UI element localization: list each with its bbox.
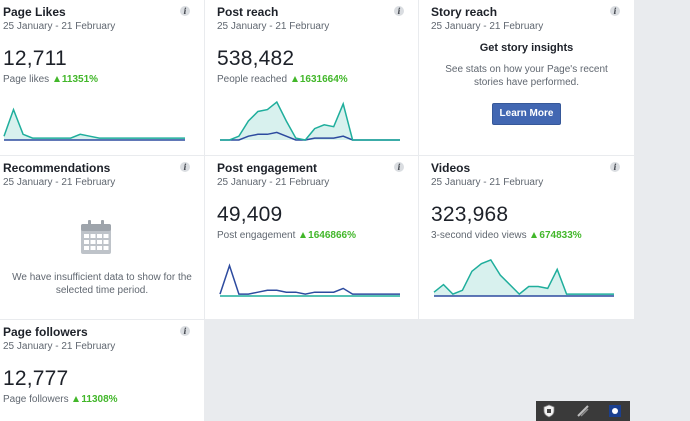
info-icon[interactable]: i xyxy=(610,162,620,172)
sparkline-chart xyxy=(3,107,185,141)
recommendations-card: Recommendations 25 January - 21 February… xyxy=(0,156,204,319)
network-icon[interactable] xyxy=(576,404,590,418)
info-icon[interactable]: i xyxy=(180,162,190,172)
sparkline-chart xyxy=(219,263,400,297)
system-tray xyxy=(536,401,630,421)
card-title: Post engagement xyxy=(217,161,318,175)
calendar-icon xyxy=(81,220,111,254)
metric-delta: 11351% xyxy=(61,74,99,85)
metric-label: Page followers xyxy=(3,394,69,405)
info-icon[interactable]: i xyxy=(610,6,620,16)
sparkline-area xyxy=(434,259,614,296)
metric-delta: 11308% xyxy=(81,394,118,405)
metric-delta: 1631664% xyxy=(299,74,348,85)
info-icon[interactable]: i xyxy=(180,326,190,336)
metric-subtitle: Page likes 11351% xyxy=(3,74,98,85)
videos-card[interactable]: Videos 25 January - 21 February i 323,96… xyxy=(419,156,634,319)
metric-subtitle: Page followers 11308% xyxy=(3,394,118,405)
sparkline-series-secondary xyxy=(219,263,400,295)
card-date-range: 25 January - 21 February xyxy=(217,177,330,188)
metric-delta: 674833% xyxy=(539,230,582,241)
metric-label: 3-second video views xyxy=(431,230,527,241)
metric-subtitle: Post engagement 1646866% xyxy=(217,230,356,241)
sparkline-chart xyxy=(433,258,614,297)
card-title: Story reach xyxy=(431,5,498,19)
up-arrow-icon xyxy=(531,232,538,238)
up-arrow-icon xyxy=(291,76,298,82)
metric-label: Page likes xyxy=(3,74,50,85)
sparkline-area xyxy=(220,102,400,140)
metric-label: People reached xyxy=(217,74,288,85)
card-date-range: 25 January - 21 February xyxy=(3,21,116,32)
info-icon[interactable]: i xyxy=(394,162,404,172)
card-date-range: 25 January - 21 February xyxy=(431,21,544,32)
insufficient-data-message: We have insufficient data to show for th… xyxy=(12,272,192,296)
sparkline-series-primary xyxy=(3,107,185,139)
info-icon[interactable]: i xyxy=(180,6,190,16)
card-date-range: 25 January - 21 February xyxy=(431,177,544,188)
card-title: Page Likes xyxy=(3,5,66,19)
metric-subtitle: People reached 1631664% xyxy=(217,74,348,85)
up-arrow-icon xyxy=(73,396,80,402)
metric-label: Post engagement xyxy=(217,230,296,241)
card-title: Post reach xyxy=(217,5,279,19)
sparkline-area xyxy=(4,109,185,140)
card-date-range: 25 January - 21 February xyxy=(3,177,116,188)
metric-value: 12,711 xyxy=(3,47,67,70)
app-tray-icon[interactable] xyxy=(608,404,622,418)
card-title: Recommendations xyxy=(3,161,111,175)
sparkline-series-primary xyxy=(220,100,400,141)
story-insights-text: See stats on how your Page's recent stor… xyxy=(445,64,608,88)
metric-value: 538,482 xyxy=(217,47,295,70)
card-date-range: 25 January - 21 February xyxy=(217,21,330,32)
up-arrow-icon xyxy=(300,232,307,238)
metric-value: 49,409 xyxy=(217,203,283,226)
info-icon[interactable]: i xyxy=(394,6,404,16)
up-arrow-icon xyxy=(53,76,60,82)
story-reach-card: Story reach 25 January - 21 February i G… xyxy=(419,0,634,155)
page-followers-card[interactable]: Page followers 25 January - 21 February … xyxy=(0,320,204,421)
card-date-range: 25 January - 21 February xyxy=(3,341,116,352)
sparkline-series-primary xyxy=(433,258,614,296)
post-engagement-card[interactable]: Post engagement 25 January - 21 February… xyxy=(205,156,418,319)
post-reach-card[interactable]: Post reach 25 January - 21 February i 53… xyxy=(205,0,418,155)
metric-subtitle: 3-second video views 674833% xyxy=(431,230,582,241)
metric-value: 323,968 xyxy=(431,203,509,226)
metric-value: 12,777 xyxy=(3,367,69,390)
sparkline-chart xyxy=(220,100,400,141)
learn-more-button[interactable]: Learn More xyxy=(492,103,561,125)
metric-delta: 1646866% xyxy=(308,230,356,241)
card-title: Videos xyxy=(431,161,471,175)
shield-icon[interactable] xyxy=(542,404,556,418)
page-likes-card[interactable]: Page Likes 25 January - 21 February i 12… xyxy=(0,0,204,155)
story-insights-heading: Get story insights xyxy=(479,42,574,54)
card-title: Page followers xyxy=(3,325,88,339)
